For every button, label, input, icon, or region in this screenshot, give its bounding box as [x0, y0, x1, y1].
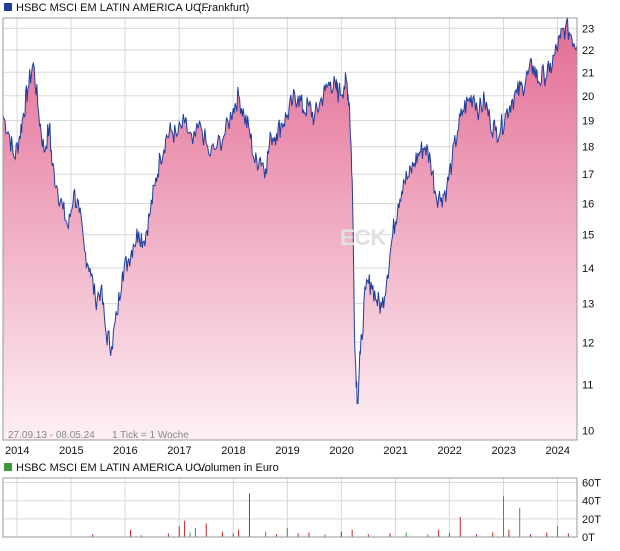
- x-tick-label: 2024: [546, 445, 570, 457]
- volume-plot-frame: [2, 477, 578, 538]
- y-tick-label: 21: [582, 67, 594, 79]
- x-tick-label: 2023: [491, 445, 515, 457]
- volume-bars: [92, 493, 569, 537]
- volume-y-axis: 0T 20T 40T 60T: [582, 478, 601, 544]
- y-tick-label: 22: [582, 45, 594, 57]
- x-tick-label: 2022: [437, 445, 461, 457]
- volume-y-tick-label: 0T: [582, 532, 595, 544]
- y-tick-label: 11: [582, 379, 593, 391]
- y-tick-label: 19: [582, 116, 594, 128]
- y-tick-label: 17: [582, 169, 594, 181]
- footer-date-range: 27.09.13 - 08.05.24: [8, 430, 95, 441]
- y-tick-label: 20: [582, 91, 594, 103]
- x-tick-label: 2017: [167, 445, 191, 457]
- legend-label-price: HSBC MSCI EM LATIN AMERICA UC...: [16, 2, 210, 14]
- footer-tick-info: 1 Tick = 1 Woche: [112, 430, 189, 441]
- volume-y-tick-label: 20T: [582, 514, 601, 526]
- watermark: ECK: [340, 225, 387, 250]
- x-tick-label: 2018: [221, 445, 245, 457]
- y-tick-label: 15: [582, 230, 594, 242]
- price-x-axis: 2014 2015 2016 2017 2018 2019 2020 2021 2022 2023…: [5, 445, 570, 457]
- volume-y-tick-label: 60T: [582, 478, 601, 490]
- price-area-fill: [3, 17, 577, 441]
- legend-swatch-volume: [4, 463, 12, 471]
- x-tick-label: 2019: [275, 445, 299, 457]
- y-tick-label: 13: [582, 299, 594, 311]
- volume-y-tick-label: 40T: [582, 496, 601, 508]
- x-tick-label: 2015: [59, 445, 83, 457]
- x-tick-label: 2020: [329, 445, 353, 457]
- y-tick-label: 18: [582, 142, 594, 154]
- main-plot-frame: [2, 17, 578, 441]
- x-tick-label: 2014: [5, 445, 29, 457]
- legend-exchange: (Frankfurt): [198, 2, 249, 14]
- y-tick-label: 12: [582, 337, 594, 349]
- y-tick-label: 10: [582, 425, 594, 437]
- price-line: [2, 17, 578, 405]
- volume-grid: [3, 478, 577, 538]
- y-tick-label: 14: [582, 263, 594, 275]
- y-tick-label: 16: [582, 198, 594, 210]
- y-tick-label: 23: [582, 23, 594, 35]
- x-tick-label: 2021: [383, 445, 407, 457]
- legend-swatch-price: [4, 3, 12, 11]
- legend-volume-suffix: Volumen in Euro: [198, 462, 279, 474]
- legend-label-volume: HSBC MSCI EM LATIN AMERICA UC...: [16, 462, 210, 474]
- x-tick-label: 2016: [113, 445, 137, 457]
- price-y-axis: 10 11 12 13 14 15 16 17 18 19 20 21 22 23: [582, 23, 594, 437]
